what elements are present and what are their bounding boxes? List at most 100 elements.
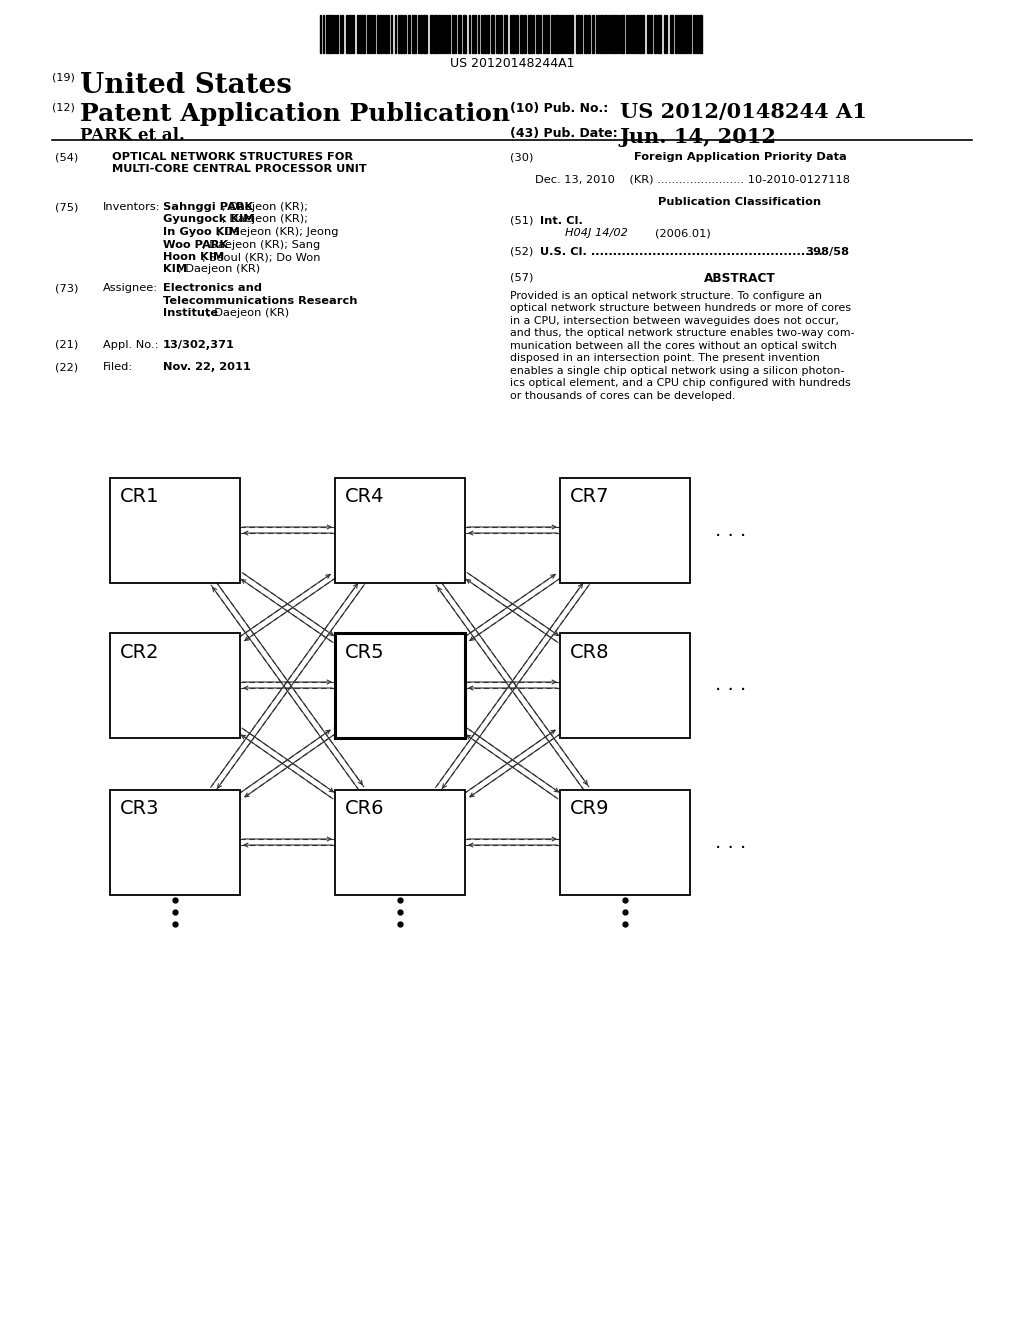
Text: (43) Pub. Date:: (43) Pub. Date: bbox=[510, 127, 617, 140]
Text: CR4: CR4 bbox=[345, 487, 384, 507]
Bar bbox=[632, 15, 635, 53]
Text: Int. Cl.: Int. Cl. bbox=[540, 215, 583, 226]
Bar bbox=[614, 15, 616, 53]
Text: Assignee:: Assignee: bbox=[103, 284, 158, 293]
Text: ics optical element, and a CPU chip configured with hundreds: ics optical element, and a CPU chip conf… bbox=[510, 379, 851, 388]
Text: enables a single chip optical network using a silicon photon-: enables a single chip optical network us… bbox=[510, 366, 845, 376]
Text: Electronics and: Electronics and bbox=[163, 284, 262, 293]
Bar bbox=[348, 15, 351, 53]
Bar bbox=[592, 15, 594, 53]
Bar bbox=[474, 15, 476, 53]
Text: or thousands of cores can be developed.: or thousands of cores can be developed. bbox=[510, 391, 735, 401]
Text: . . .: . . . bbox=[715, 676, 746, 694]
Bar bbox=[543, 15, 546, 53]
Bar bbox=[611, 15, 613, 53]
Bar bbox=[500, 15, 502, 53]
Bar bbox=[420, 15, 422, 53]
Text: ABSTRACT: ABSTRACT bbox=[705, 272, 776, 285]
Bar bbox=[588, 15, 590, 53]
Bar bbox=[636, 15, 638, 53]
Text: CR3: CR3 bbox=[120, 800, 160, 818]
Text: CR1: CR1 bbox=[120, 487, 160, 507]
Text: (30): (30) bbox=[510, 152, 534, 162]
Bar bbox=[528, 15, 532, 53]
Bar bbox=[512, 15, 514, 53]
Text: (2006.01): (2006.01) bbox=[655, 228, 711, 238]
Text: Sahnggi PARK: Sahnggi PARK bbox=[163, 202, 253, 213]
Text: in a CPU, intersection between waveguides does not occur,: in a CPU, intersection between waveguide… bbox=[510, 315, 839, 326]
Text: United States: United States bbox=[80, 73, 292, 99]
Bar bbox=[359, 15, 362, 53]
Text: Hoon KIM: Hoon KIM bbox=[163, 252, 224, 261]
Bar bbox=[642, 15, 644, 53]
Bar bbox=[571, 15, 573, 53]
Bar bbox=[362, 15, 365, 53]
Text: Patent Application Publication: Patent Application Publication bbox=[80, 102, 510, 125]
Bar bbox=[584, 15, 587, 53]
Bar bbox=[560, 632, 690, 738]
Bar bbox=[560, 478, 690, 582]
Bar bbox=[335, 478, 465, 582]
Text: CR8: CR8 bbox=[570, 643, 609, 661]
Text: 398/58: 398/58 bbox=[805, 247, 849, 257]
Bar bbox=[524, 15, 526, 53]
Text: KIM: KIM bbox=[163, 264, 187, 275]
Text: , Daejeon (KR); Sang: , Daejeon (KR); Sang bbox=[202, 239, 321, 249]
Text: (10) Pub. No.:: (10) Pub. No.: bbox=[510, 102, 608, 115]
Text: CR7: CR7 bbox=[570, 487, 609, 507]
Text: Publication Classification: Publication Classification bbox=[658, 197, 821, 207]
Bar bbox=[654, 15, 656, 53]
Text: (57): (57) bbox=[510, 272, 534, 282]
Text: CR5: CR5 bbox=[345, 643, 385, 661]
Bar bbox=[458, 15, 461, 53]
Bar bbox=[680, 15, 682, 53]
Bar bbox=[336, 15, 338, 53]
Bar bbox=[600, 15, 603, 53]
Bar bbox=[352, 15, 354, 53]
Text: Telecommunications Research: Telecommunications Research bbox=[163, 296, 357, 306]
Text: (52): (52) bbox=[510, 247, 534, 257]
Bar bbox=[547, 15, 549, 53]
Bar bbox=[487, 15, 489, 53]
Bar bbox=[335, 632, 465, 738]
Bar bbox=[696, 15, 698, 53]
Text: , Daejeon (KR);: , Daejeon (KR); bbox=[222, 202, 308, 213]
Text: (75): (75) bbox=[55, 202, 79, 213]
Bar bbox=[326, 15, 330, 53]
Bar bbox=[423, 15, 427, 53]
Text: Inventors:: Inventors: bbox=[103, 202, 161, 213]
Text: , Daejeon (KR);: , Daejeon (KR); bbox=[222, 214, 311, 224]
Bar bbox=[463, 15, 466, 53]
Text: optical network structure between hundreds or more of cores: optical network structure between hundre… bbox=[510, 304, 851, 313]
Bar bbox=[621, 15, 624, 53]
Bar bbox=[693, 15, 695, 53]
Text: Filed:: Filed: bbox=[103, 362, 133, 372]
Text: . . .: . . . bbox=[715, 833, 746, 851]
Bar bbox=[110, 478, 240, 582]
Text: (12): (12) bbox=[52, 102, 75, 112]
Bar bbox=[670, 15, 673, 53]
Text: . . .: . . . bbox=[715, 520, 746, 540]
Text: In Gyoo KIM: In Gyoo KIM bbox=[163, 227, 240, 238]
Text: 13/302,371: 13/302,371 bbox=[163, 339, 234, 350]
Bar bbox=[560, 789, 690, 895]
Text: , Daejeon (KR): , Daejeon (KR) bbox=[207, 309, 289, 318]
Bar bbox=[412, 15, 416, 53]
Bar bbox=[408, 15, 410, 53]
Text: Dec. 13, 2010    (KR) ........................ 10-2010-0127118: Dec. 13, 2010 (KR) .....................… bbox=[535, 174, 850, 185]
Bar bbox=[504, 15, 507, 53]
Bar bbox=[430, 15, 433, 53]
Text: Appl. No.:: Appl. No.: bbox=[103, 339, 159, 350]
Text: CR9: CR9 bbox=[570, 800, 609, 818]
Bar bbox=[331, 15, 333, 53]
Text: disposed in an intersection point. The present invention: disposed in an intersection point. The p… bbox=[510, 354, 820, 363]
Text: Gyungock KIM: Gyungock KIM bbox=[163, 214, 255, 224]
Bar bbox=[699, 15, 702, 53]
Text: and thus, the optical network structure enables two-way com-: and thus, the optical network structure … bbox=[510, 329, 855, 338]
Text: US 20120148244A1: US 20120148244A1 bbox=[450, 57, 574, 70]
Bar bbox=[385, 15, 387, 53]
Text: U.S. Cl. .....................................................: U.S. Cl. ...............................… bbox=[540, 247, 822, 257]
Text: (19): (19) bbox=[52, 73, 75, 82]
Text: (22): (22) bbox=[55, 362, 78, 372]
Bar bbox=[400, 15, 402, 53]
